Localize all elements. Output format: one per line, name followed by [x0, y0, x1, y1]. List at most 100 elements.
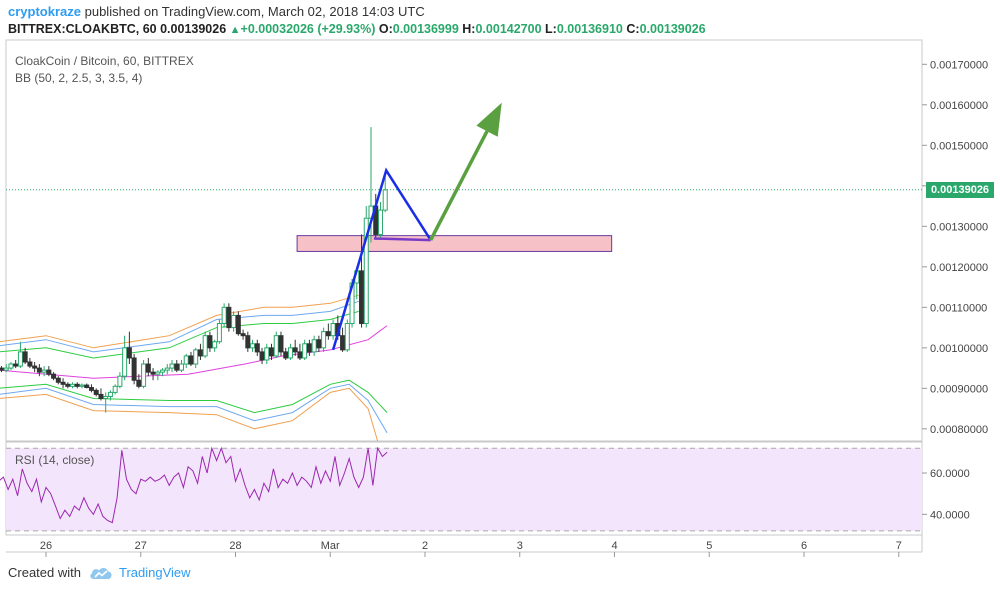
y-tick-label: 0.00110000 [930, 302, 987, 314]
candle-body [259, 351, 265, 361]
support-zone[interactable] [296, 235, 613, 252]
candle-body [160, 369, 166, 373]
candle-body [41, 369, 47, 373]
open-value: 0.00136999 [392, 22, 459, 36]
candle-body [254, 343, 260, 353]
candle [84, 383, 90, 389]
author-name[interactable]: cryptokraze [8, 4, 81, 19]
x-tick-label: 4 [611, 540, 617, 552]
candle [306, 339, 312, 356]
candle [297, 343, 303, 360]
candle-body [240, 333, 246, 337]
candle-body [79, 384, 85, 387]
candle [235, 311, 241, 336]
candle-body [174, 363, 180, 371]
candle-body [32, 365, 38, 369]
last-price: 0.00139026 [160, 22, 227, 36]
x-tick-label: 27 [135, 540, 147, 552]
candle [193, 347, 199, 369]
candle [278, 331, 284, 356]
candle [311, 335, 317, 356]
bb-outer-upper-band [0, 294, 359, 349]
projection-arrow-shaft[interactable] [429, 130, 489, 241]
candle [292, 339, 298, 356]
bb-middle-upper-band [0, 300, 359, 353]
candle-body [316, 339, 322, 349]
current-price-tag: 0.00139026 [926, 181, 994, 198]
candle [126, 331, 132, 365]
candle-body [306, 343, 312, 353]
pattern-line[interactable] [331, 167, 432, 351]
chart-legend-title: CloakCoin / Bitcoin, 60, BITTREX [15, 54, 194, 68]
candle-body [363, 217, 369, 325]
candle-body [321, 331, 327, 349]
candle [27, 357, 33, 369]
x-tick-label: 6 [801, 540, 807, 552]
candle [226, 303, 232, 332]
candle-body [112, 385, 118, 393]
candle [74, 382, 80, 389]
close-value: 0.00139026 [639, 22, 706, 36]
candle [188, 351, 194, 367]
candle [65, 382, 71, 389]
candle [3, 364, 9, 373]
candle [216, 319, 222, 344]
candle [340, 327, 346, 352]
candle-body [344, 323, 350, 351]
candle-body [98, 393, 104, 399]
candle-body [103, 395, 109, 399]
candle [240, 329, 246, 340]
candle-body [212, 341, 218, 349]
x-tick-label: 2 [422, 540, 428, 552]
candle [283, 347, 289, 360]
low-label: L: [545, 22, 557, 36]
candle-body [65, 383, 71, 387]
candle-body [292, 347, 298, 353]
high-value: 0.00142700 [475, 22, 542, 36]
candle [264, 343, 270, 365]
candle-body [245, 335, 251, 349]
candle-body [164, 367, 170, 371]
chart-canvas[interactable]: 0.00080000 0.00090000 0.00100000 0.00110000… [0, 0, 1000, 560]
bb-indicator-label[interactable]: BB (50, 2, 2.5, 3, 3.5, 4) [15, 71, 143, 85]
candle [344, 319, 350, 352]
candle [269, 343, 275, 360]
x-tick-label: 26 [40, 540, 52, 552]
rsi-tick-label: 40.0000 [930, 509, 970, 521]
candle-body [250, 343, 256, 349]
candle [245, 331, 251, 352]
candle [112, 384, 118, 395]
candle [141, 359, 147, 389]
candle-body [27, 361, 33, 367]
candle-body [145, 363, 151, 373]
candle-body [17, 351, 23, 367]
candle-body [0, 367, 4, 371]
candle [207, 331, 213, 352]
candle [259, 347, 265, 365]
candle [164, 364, 170, 375]
candle [202, 331, 208, 358]
projection-arrow-head[interactable] [476, 102, 502, 137]
candle [131, 353, 137, 385]
tradingview-cloud-icon[interactable] [89, 566, 113, 580]
candle-body [126, 347, 132, 359]
rsi-tick-label: 60.0000 [930, 468, 970, 480]
candle [46, 366, 52, 377]
candle [60, 378, 66, 389]
candle-body [340, 335, 346, 351]
candle [363, 206, 369, 328]
bb-inner-upper-band [0, 310, 359, 359]
x-tick-label: 28 [229, 540, 241, 552]
candle [122, 335, 128, 381]
tradingview-brand[interactable]: TradingView [118, 565, 191, 580]
candle-body [302, 343, 308, 359]
low-value: 0.00136910 [556, 22, 623, 36]
y-tick-label: 0.00170000 [930, 59, 988, 71]
rsi-indicator-label[interactable]: RSI (14, close) [15, 453, 95, 467]
pattern-base-line[interactable] [373, 237, 431, 242]
candle [183, 353, 189, 369]
bb-outer-lower-band [0, 387, 379, 442]
candle-body [3, 367, 9, 371]
candle-body [178, 363, 184, 371]
candle-body [60, 381, 66, 385]
